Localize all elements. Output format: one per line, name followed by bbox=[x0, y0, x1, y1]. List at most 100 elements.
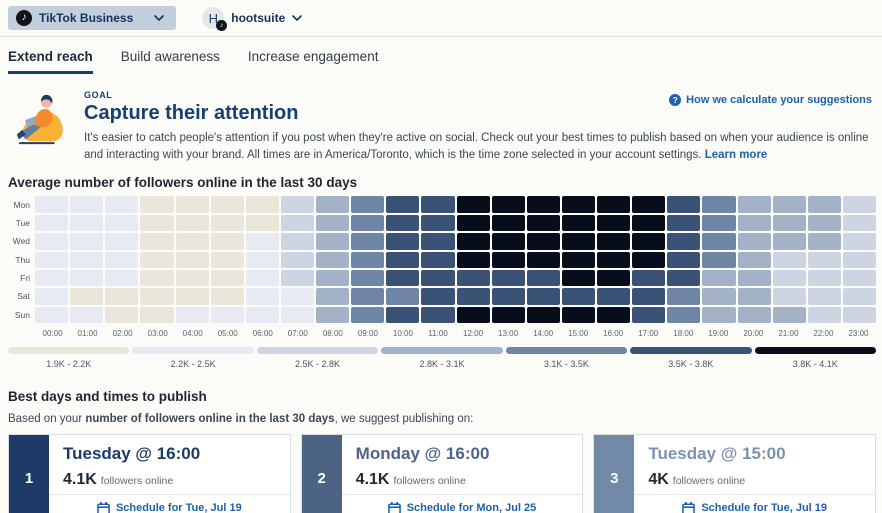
legend-label: 1.9K - 2.2K bbox=[46, 359, 92, 370]
heatmap-cell bbox=[280, 196, 314, 213]
tab-extend-reach[interactable]: Extend reach bbox=[8, 49, 93, 74]
heatmap-cell bbox=[842, 214, 876, 232]
account-selector-label: TikTok Business bbox=[39, 11, 134, 25]
avatar-initial: H bbox=[208, 10, 218, 26]
schedule-button[interactable]: Schedule for Tue, Jul 19 bbox=[676, 501, 833, 513]
tab-build-awareness[interactable]: Build awareness bbox=[120, 49, 220, 64]
heatmap-cell bbox=[105, 196, 139, 213]
hour-label: 00:00 bbox=[42, 329, 63, 339]
heatmap-cell bbox=[632, 251, 666, 268]
heatmap-cell bbox=[702, 306, 736, 324]
followers-count: 4.1K bbox=[63, 471, 97, 489]
heatmap-cell bbox=[737, 288, 771, 305]
suggestion-card: 2 Monday @ 16:00 4.1K followers online Sched… bbox=[300, 434, 584, 513]
hour-label: 10:00 bbox=[392, 329, 413, 339]
legend-swatch bbox=[381, 347, 503, 355]
heatmap-cell bbox=[245, 251, 279, 268]
heatmap-cell bbox=[316, 306, 350, 324]
how-we-calculate-link[interactable]: ? How we calculate your suggestions bbox=[669, 94, 872, 106]
heatmap-cell bbox=[316, 251, 350, 268]
card-title: Tuesday @ 15:00 bbox=[648, 444, 786, 464]
tiktok-badge-icon: ♪ bbox=[216, 20, 228, 31]
calendar-icon bbox=[682, 501, 696, 513]
user-menu[interactable]: H ♪ hootsuite bbox=[202, 7, 303, 31]
heatmap-cell bbox=[842, 251, 876, 268]
heatmap-cell bbox=[351, 251, 385, 268]
heatmap-cell bbox=[456, 288, 490, 305]
heatmap-cell bbox=[140, 214, 174, 232]
heatmap-cell bbox=[35, 233, 69, 250]
heatmap-cell bbox=[597, 269, 631, 287]
heatmap-cell bbox=[70, 233, 104, 250]
goal-description: It's easier to catch people's attention … bbox=[84, 130, 874, 163]
heatmap-cell bbox=[632, 306, 666, 324]
tab-increase-engagement[interactable]: Increase engagement bbox=[247, 49, 379, 64]
page-title: Capture their attention bbox=[84, 102, 299, 124]
account-selector[interactable]: ♪ TikTok Business bbox=[8, 6, 177, 30]
heatmap-cell bbox=[561, 269, 595, 287]
learn-more-link[interactable]: Learn more bbox=[704, 148, 768, 161]
heatmap-cell bbox=[632, 288, 666, 305]
schedule-button[interactable]: Schedule for Tue, Jul 19 bbox=[91, 501, 248, 513]
intro-bold: number of followers online in the last 3… bbox=[85, 413, 335, 426]
heatmap-cell bbox=[842, 269, 876, 287]
heatmap-cell bbox=[245, 306, 279, 324]
heatmap-cell bbox=[386, 288, 420, 305]
heatmap-cell bbox=[70, 288, 104, 305]
heatmap-cell bbox=[386, 196, 420, 213]
heatmap-cell bbox=[386, 306, 420, 324]
heatmap-cell bbox=[140, 306, 174, 324]
heatmap-cell bbox=[35, 214, 69, 232]
heatmap-cell bbox=[280, 306, 314, 324]
heatmap-cell bbox=[140, 251, 174, 268]
suggestion-card: 1 Tuesday @ 16:00 4.1K followers online Sche… bbox=[8, 434, 291, 513]
heatmap-cell bbox=[35, 306, 69, 324]
heatmap-cell bbox=[842, 233, 876, 250]
heatmap-cell bbox=[526, 196, 560, 213]
schedule-label: Schedule for Mon, Jul 25 bbox=[406, 502, 537, 513]
heatmap-cell bbox=[35, 288, 69, 305]
heatmap-cell bbox=[140, 288, 174, 305]
heatmap-cell bbox=[386, 214, 420, 232]
heatmap-cell bbox=[772, 288, 806, 305]
heatmap-cell bbox=[597, 251, 631, 268]
heatmap-cell bbox=[105, 251, 139, 268]
heatmap-cell bbox=[105, 214, 139, 232]
heatmap-cell bbox=[807, 269, 841, 287]
heatmap-cell bbox=[140, 196, 174, 213]
heatmap-cell bbox=[175, 269, 209, 287]
heatmap-cell bbox=[280, 214, 314, 232]
hour-label: 16:00 bbox=[603, 329, 624, 339]
schedule-button[interactable]: Schedule for Mon, Jul 25 bbox=[382, 501, 543, 513]
heatmap-cell bbox=[175, 251, 209, 268]
heatmap-cell bbox=[245, 214, 279, 232]
heatmap-cell bbox=[421, 196, 455, 213]
heatmap-cell bbox=[526, 251, 560, 268]
heatmap-cell bbox=[737, 214, 771, 232]
hour-label: 20:00 bbox=[743, 329, 764, 339]
heatmap-cell bbox=[632, 214, 666, 232]
heatmap-cell bbox=[702, 196, 736, 213]
legend-segment: 1.9K - 2.2K bbox=[8, 347, 130, 370]
heatmap-cell bbox=[316, 269, 350, 287]
heatmap-cell bbox=[210, 214, 244, 232]
heatmap-title: Average number of followers online in th… bbox=[8, 175, 358, 191]
day-label: Thu bbox=[15, 254, 30, 265]
heatmap-cell bbox=[210, 269, 244, 287]
heatmap-cell bbox=[772, 233, 806, 250]
heatmap-day-labels: Mon Tue Wed Thu Fri Sat Sun bbox=[8, 196, 35, 338]
heatmap-cell bbox=[667, 288, 701, 305]
legend-swatch bbox=[754, 347, 876, 355]
followers-label: followers online bbox=[393, 475, 466, 488]
heatmap-cell bbox=[386, 269, 420, 287]
day-label: Sun bbox=[14, 309, 30, 320]
heatmap-cell bbox=[526, 214, 560, 232]
heatmap-cell bbox=[210, 288, 244, 305]
legend-segment: 2.2K - 2.5K bbox=[132, 347, 254, 369]
hour-label: 13:00 bbox=[498, 329, 519, 339]
hour-label: 09:00 bbox=[357, 329, 378, 339]
heatmap-cell bbox=[561, 251, 595, 268]
heatmap-cell bbox=[667, 269, 701, 287]
heatmap-cell bbox=[105, 288, 139, 305]
hour-label: 12:00 bbox=[463, 329, 484, 339]
